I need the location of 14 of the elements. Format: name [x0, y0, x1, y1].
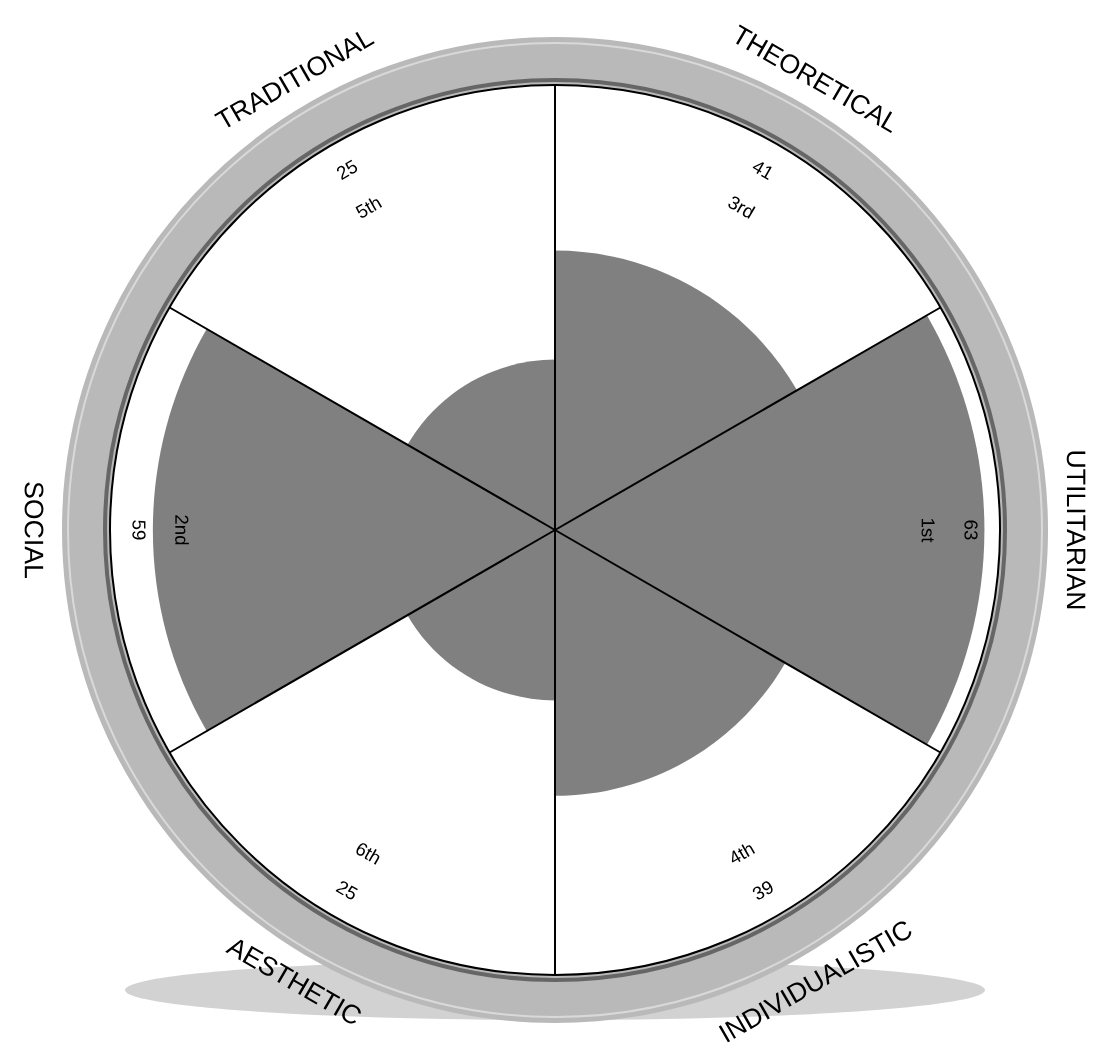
data-label: 63	[964, 520, 978, 540]
text: 3rd	[728, 196, 756, 219]
text: 6th	[356, 843, 380, 865]
data-label: 41	[752, 162, 772, 181]
text: 5th	[355, 198, 383, 218]
data-label: 59	[132, 520, 146, 540]
text: 1st	[921, 518, 935, 543]
category-label: SOCIAL	[24, 482, 44, 579]
data-label: 25	[335, 881, 358, 900]
data-label: 39	[752, 881, 773, 900]
category-label: UTILITARIAN	[1066, 451, 1086, 609]
data-label: 25	[336, 159, 358, 181]
text: 4th	[731, 844, 756, 863]
text: 2nd	[175, 515, 189, 545]
